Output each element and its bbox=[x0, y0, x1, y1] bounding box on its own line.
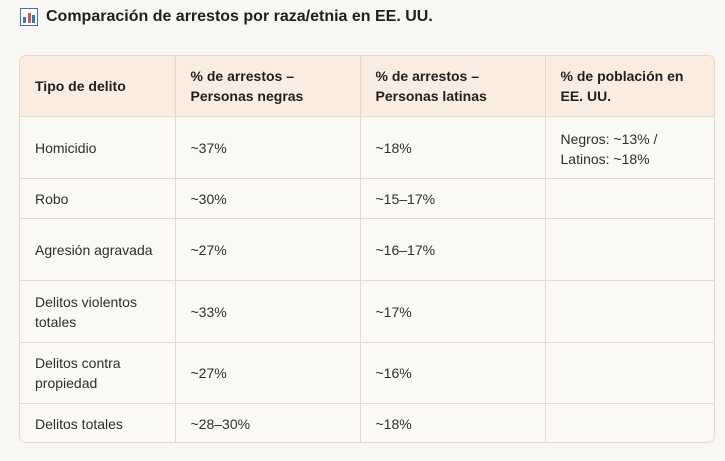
bar-chart-icon bbox=[20, 8, 38, 26]
cell-latino-arrests: ~18% bbox=[360, 116, 546, 179]
cell-black-arrests: ~33% bbox=[175, 280, 361, 343]
cell-crime-type: Homicidio bbox=[20, 116, 176, 179]
arrest-comparison-table: Tipo de delito % de arrestos – Personas … bbox=[19, 55, 715, 443]
cell-black-arrests: ~27% bbox=[175, 218, 361, 281]
cell-population: Negros: ~13% / Latinos: ~18% bbox=[545, 116, 714, 179]
cell-latino-arrests: ~16–17% bbox=[360, 218, 546, 281]
cell-population bbox=[545, 178, 714, 219]
cell-crime-type: Delitos violentos totales bbox=[20, 280, 176, 343]
cell-crime-type: Agresión agravada bbox=[20, 218, 176, 281]
page-title: Comparación de arrestos por raza/etnia e… bbox=[20, 8, 433, 26]
cell-crime-type: Delitos contra propiedad bbox=[20, 342, 176, 404]
cell-black-arrests: ~28–30% bbox=[175, 403, 361, 442]
table-header-row: Tipo de delito % de arrestos – Personas … bbox=[20, 56, 714, 117]
header-black-arrests: % de arrestos – Personas negras bbox=[175, 56, 361, 117]
cell-black-arrests: ~27% bbox=[175, 342, 361, 404]
cell-latino-arrests: ~18% bbox=[360, 403, 546, 442]
table-row: Delitos totales ~28–30% ~18% bbox=[20, 403, 714, 443]
cell-population bbox=[545, 280, 714, 343]
cell-latino-arrests: ~17% bbox=[360, 280, 546, 343]
cell-crime-type: Robo bbox=[20, 178, 176, 219]
header-crime-type: Tipo de delito bbox=[20, 56, 176, 117]
cell-population bbox=[545, 218, 714, 281]
cell-latino-arrests: ~15–17% bbox=[360, 178, 546, 219]
table-row: Robo ~30% ~15–17% bbox=[20, 178, 714, 219]
cell-population bbox=[545, 404, 714, 443]
table-row: Delitos violentos totales ~33% ~17% bbox=[20, 280, 714, 343]
cell-black-arrests: ~30% bbox=[175, 178, 361, 219]
table-row: Agresión agravada ~27% ~16–17% bbox=[20, 218, 714, 281]
table-row: Homicidio ~37% ~18% Negros: ~13% / Latin… bbox=[20, 116, 714, 179]
cell-crime-type: Delitos totales bbox=[20, 403, 176, 442]
cell-black-arrests: ~37% bbox=[175, 116, 361, 179]
header-latino-arrests: % de arrestos – Personas latinas bbox=[360, 56, 546, 117]
header-population: % de población en EE. UU. bbox=[545, 56, 714, 117]
cell-population bbox=[545, 342, 714, 404]
cell-latino-arrests: ~16% bbox=[360, 342, 546, 404]
page-title-text: Comparación de arrestos por raza/etnia e… bbox=[46, 8, 433, 25]
table-row: Delitos contra propiedad ~27% ~16% bbox=[20, 342, 714, 404]
